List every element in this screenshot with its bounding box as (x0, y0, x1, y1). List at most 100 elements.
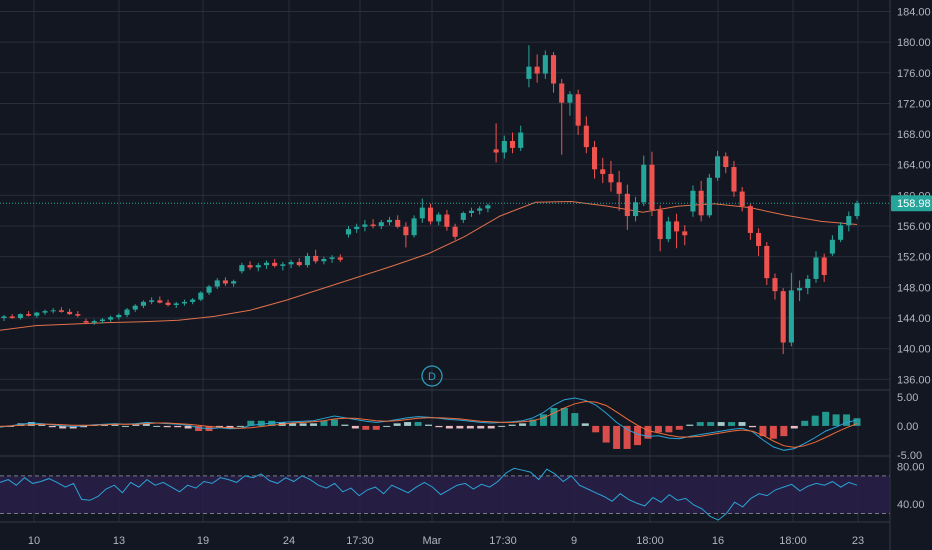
candle-body[interactable] (436, 214, 442, 222)
candle-body[interactable] (354, 226, 360, 230)
candle-body[interactable] (272, 262, 278, 266)
time-axis[interactable]: 10 13 19 24 17:30 Mar 17:30 9 18:00 16 18:00 23 (28, 535, 864, 547)
candle-body[interactable] (764, 245, 770, 279)
candle-body[interactable] (329, 257, 335, 259)
candle-body[interactable] (633, 202, 639, 217)
dividend-marker-circle[interactable] (421, 365, 443, 387)
candle-body[interactable] (108, 317, 114, 320)
candle-body[interactable] (444, 214, 450, 227)
candle-body[interactable] (747, 206, 753, 233)
candle-body[interactable] (682, 231, 688, 236)
candle-body[interactable] (706, 177, 712, 216)
candle-body[interactable] (690, 190, 696, 212)
candle-body[interactable] (657, 209, 663, 240)
candle-body[interactable] (91, 321, 97, 323)
candle-body[interactable] (337, 257, 343, 260)
candlestick-series[interactable] (1, 45, 860, 354)
macd-pane[interactable] (0, 397, 861, 451)
candle-body[interactable] (501, 140, 507, 153)
candle-body[interactable] (17, 314, 23, 318)
candle-body[interactable] (83, 321, 89, 323)
candle-body[interactable] (821, 257, 827, 276)
candle-body[interactable] (813, 257, 819, 279)
candle-body[interactable] (460, 213, 466, 220)
candle-body[interactable] (116, 314, 122, 318)
candle-body[interactable] (600, 169, 606, 174)
candle-body[interactable] (50, 310, 56, 312)
candle-body[interactable] (518, 132, 524, 148)
candle-body[interactable] (239, 265, 245, 272)
candle-body[interactable] (854, 203, 860, 217)
candle-body[interactable] (542, 55, 548, 74)
candle-body[interactable] (206, 286, 212, 293)
candle-body[interactable] (419, 207, 425, 219)
candle-body[interactable] (829, 239, 835, 254)
candle-body[interactable] (9, 316, 15, 318)
candle-body[interactable] (370, 224, 376, 227)
candle-body[interactable] (624, 193, 630, 217)
candle-body[interactable] (345, 229, 352, 235)
candle-body[interactable] (665, 221, 671, 240)
candle-body[interactable] (411, 218, 417, 236)
candle-body[interactable] (715, 156, 721, 178)
candle-body[interactable] (739, 191, 745, 207)
candle-body[interactable] (247, 265, 253, 268)
candle-body[interactable] (477, 208, 483, 211)
candle-body[interactable] (198, 292, 204, 300)
candle-body[interactable] (99, 319, 105, 322)
rsi-axis[interactable]: 80.00 40.00 (897, 461, 925, 511)
candle-body[interactable] (231, 281, 237, 284)
candle-body[interactable] (288, 262, 294, 265)
candle-body[interactable] (34, 312, 40, 316)
candle-body[interactable] (838, 225, 844, 240)
candle-body[interactable] (214, 280, 220, 287)
candle-body[interactable] (674, 221, 680, 232)
macd-axis[interactable]: 5.00 0.00 -5.00 (897, 392, 922, 462)
candle-body[interactable] (149, 300, 155, 302)
candle-body[interactable] (255, 265, 261, 268)
candle-body[interactable] (780, 291, 786, 343)
rsi-pane[interactable] (0, 467, 858, 521)
candle-body[interactable] (181, 301, 187, 304)
candle-body[interactable] (140, 301, 146, 306)
candle-body[interactable] (797, 288, 803, 291)
candle-body[interactable] (608, 173, 614, 183)
candle-body[interactable] (157, 300, 163, 303)
candle-body[interactable] (756, 232, 762, 246)
candle-body[interactable] (534, 66, 540, 74)
candle-body[interactable] (173, 303, 179, 305)
candle-body[interactable] (591, 147, 598, 170)
candle-body[interactable] (452, 226, 458, 237)
candle-body[interactable] (723, 156, 729, 168)
candle-body[interactable] (165, 302, 171, 305)
candle-body[interactable] (190, 299, 196, 302)
candle-body[interactable] (698, 190, 704, 216)
candle-body[interactable] (493, 149, 499, 153)
candle-body[interactable] (124, 309, 130, 315)
candle-body[interactable] (485, 205, 491, 209)
candle-body[interactable] (132, 305, 138, 310)
candle-body[interactable] (321, 258, 327, 262)
candle-body[interactable] (583, 125, 589, 148)
candle-body[interactable] (526, 66, 532, 79)
candle-body[interactable] (222, 280, 228, 284)
candle-body[interactable] (509, 140, 516, 148)
candle-body[interactable] (280, 264, 286, 266)
candle-body[interactable] (58, 310, 64, 312)
candle-body[interactable] (731, 167, 737, 192)
candle-body[interactable] (649, 164, 655, 210)
dividend-marker[interactable]: D (421, 365, 443, 387)
candle-body[interactable] (313, 255, 319, 262)
candle-body[interactable] (42, 311, 48, 313)
candle-body[interactable] (75, 314, 81, 316)
candle-body[interactable] (575, 94, 581, 126)
candle-body[interactable] (567, 94, 573, 103)
candle-body[interactable] (395, 219, 401, 227)
candle-body[interactable] (641, 164, 647, 203)
candle-body[interactable] (304, 255, 311, 266)
candle-body[interactable] (550, 55, 557, 84)
candle-body[interactable] (1, 316, 7, 318)
candle-body[interactable] (427, 207, 434, 222)
candle-body[interactable] (403, 226, 409, 236)
candle-body[interactable] (378, 222, 384, 227)
